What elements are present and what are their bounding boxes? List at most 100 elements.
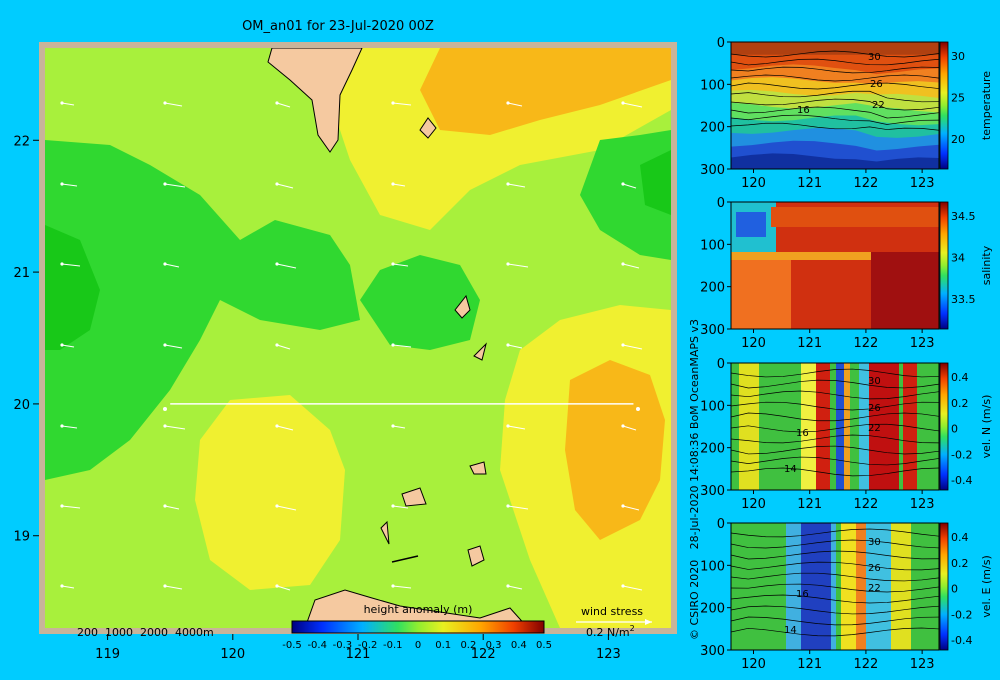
isotherm-contour [730,456,940,466]
wind-arrow-tail [391,424,395,428]
wind-arrow-tail [163,182,167,186]
x-tick-label: 122 [854,657,879,672]
colorbar-tick-label: 0 [951,583,958,596]
x-tick-label: 122 [854,497,879,512]
velocity-strip [836,363,844,490]
wind-arrow-tail [621,424,625,428]
wind-arrow [164,183,186,188]
colorbar-tick-label: -0.5 [282,640,302,651]
wind-arrow [392,183,406,187]
velocity-strip [844,363,850,490]
colorbar-tick-label: 0.4 [511,640,527,651]
isotherm-contour [730,528,940,538]
wind-arrow-tail [275,182,279,186]
y-tick-label: 21 [13,266,30,281]
panel-frame [730,41,940,170]
wind-arrow-tail [275,584,279,588]
contour-label: 26 [868,403,881,414]
y-tick-label: 100 [700,78,725,93]
wind-arrow-tail [275,262,279,266]
contour-label: 16 [796,589,809,600]
colorbar-tick-label: 34 [951,252,965,265]
wind-stress-arrows [60,101,643,591]
colorbar-ticks: -0.5 -0.4 -0.3 -0.2 -0.1 0 0.1 0.2 0.3 0.4 0.5 [282,640,552,651]
wind-arrow-tail [621,262,625,266]
isotherm-contour [730,434,940,444]
field-orange-east [565,360,665,540]
contour-label: 22 [868,423,881,434]
wind-arrow [61,183,78,187]
isotherm-contour [730,66,940,74]
wind-arrow [392,585,412,589]
y-tick-label: 0 [717,517,725,532]
y-tick-label: 100 [700,559,725,574]
wind-arrow-tail [163,584,167,588]
velocity-strip [739,363,759,490]
wind-arrow [164,263,180,268]
salinity-band [731,252,939,260]
section-panel-1: 0 100 200 300 120 121 122 123 34.5 34 33.5 salinity [700,196,993,351]
contour-label: 26 [870,79,883,90]
island [467,545,485,567]
panel-ylabel: salinity [980,245,993,285]
field-darkgreen-west [45,225,100,350]
wind-arrow-tail [275,424,279,428]
x-tick-label: 121 [797,657,822,672]
field-darkgreen-east [640,150,671,215]
section-start-marker [163,407,167,411]
isotherm-contour [730,106,940,119]
colorbar-tick-label: 0.2 [951,557,969,570]
wind-arrow-tail [391,101,395,105]
panel-ylabel: vel. E (m/s) [980,555,993,618]
wind-arrow-tail [60,182,64,186]
y-tick-label: 200 [700,442,725,457]
island-shoal [391,555,419,563]
x-tick-label: 123 [910,176,935,191]
wind-arrow-tail [506,343,510,347]
colorbar-tick-label: 0 [951,423,958,436]
y-tick-label: 300 [700,323,725,338]
colorbar-tick-label: -0.4 [951,474,972,487]
colorbar-tick-label: -0.4 [951,634,972,647]
island [401,487,427,507]
wind-arrow [61,425,78,429]
wind-arrow-tail [163,101,167,105]
wind-arrow [507,505,529,510]
wind-arrow [61,102,75,106]
x-tick-label: 120 [741,657,766,672]
wind-arrow-tail [163,262,167,266]
isotherm-contour [730,98,940,111]
wind-arrow-tail [391,504,395,508]
isotherm-contour [730,572,940,582]
contour-label: 22 [872,100,885,111]
wind-arrow-tail [391,262,395,266]
wind-arrow-tail [391,343,395,347]
velocity-strip [856,523,866,650]
wind-arrow [61,263,81,267]
velocity-strip [801,363,816,490]
isotherm-contour [730,390,940,400]
colorbar-tick-label: 34.5 [951,210,976,223]
wind-arrow [507,183,526,188]
wind-scale-value: 0.2 N/m2 [586,624,635,639]
colorbar-tick-label: 33.5 [951,293,976,306]
wind-arrow-tail [621,584,625,588]
wind-arrow-tail [391,182,395,186]
map-x-axis: 119 120 121 122 123 [95,634,621,662]
field-orange-north [420,48,671,135]
colorbar-tick-label: -0.4 [307,640,327,651]
field-yellow-south [195,395,345,590]
isotherm-contour [730,594,940,604]
colorbar-tick-label: -0.2 [951,448,972,461]
island [380,520,390,545]
island [454,294,471,319]
isotherm-contour [730,122,940,131]
wind-arrow [392,425,406,429]
wind-arrow [507,263,529,268]
isotherm-contour [730,114,940,125]
contour-label: 14 [784,625,797,636]
x-tick-label: 122 [854,176,879,191]
contour-label: 14 [784,464,797,475]
wind-arrow-tail [275,504,279,508]
